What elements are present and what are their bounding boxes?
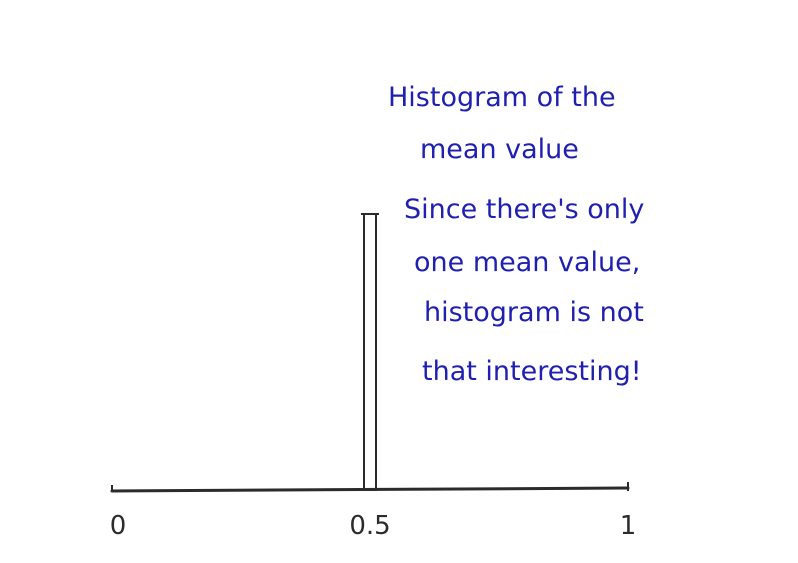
note-line-2: one mean value, bbox=[414, 249, 640, 276]
x-tick-label: 1 bbox=[620, 511, 637, 541]
x-tick-label: 0 bbox=[110, 511, 127, 541]
note-line-1: Since there's only bbox=[404, 196, 644, 223]
histogram-bar bbox=[364, 214, 376, 490]
note-line-4: that interesting! bbox=[422, 358, 642, 385]
note-line-3: histogram is not bbox=[424, 299, 644, 326]
x-tick-label: 0.5 bbox=[349, 511, 390, 541]
title-line-1: Histogram of the bbox=[388, 84, 616, 111]
title-line-2: mean value bbox=[420, 136, 579, 163]
